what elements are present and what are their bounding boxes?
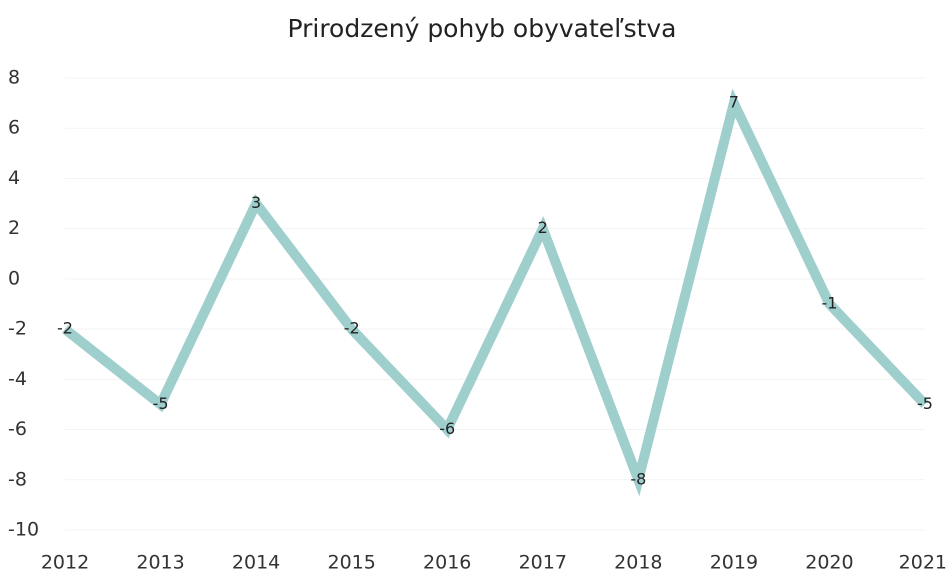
data-label: -5: [153, 394, 169, 413]
data-label: 3: [251, 193, 261, 212]
chart-title: Prirodzený pohyb obyvateľstva: [287, 14, 676, 43]
y-tick-label: 8: [8, 67, 20, 89]
y-tick-label: -10: [8, 519, 39, 541]
data-label: -8: [630, 469, 646, 488]
x-tick-label: 2018: [614, 552, 662, 574]
y-tick-label: -8: [8, 468, 27, 490]
data-label: 2: [538, 218, 548, 237]
x-tick-label: 2019: [710, 552, 758, 574]
data-label: -2: [344, 319, 360, 338]
y-tick-label: -2: [8, 318, 27, 340]
x-tick-label: 2020: [805, 552, 853, 574]
x-tick-label: 2013: [136, 552, 184, 574]
y-tick-label: -4: [8, 368, 27, 390]
y-tick-label: -6: [8, 418, 27, 440]
y-tick-label: 4: [8, 167, 20, 189]
data-label: -5: [917, 394, 933, 413]
y-tick-label: 0: [8, 267, 20, 289]
x-tick-label: 2016: [423, 552, 471, 574]
line: [61, 88, 929, 497]
data-label: -2: [57, 319, 73, 338]
y-tick-label: 6: [8, 117, 20, 139]
data-label: 7: [729, 93, 739, 112]
data-label: -1: [821, 294, 837, 313]
x-tick-label: 2017: [519, 552, 567, 574]
data-label: -6: [439, 419, 455, 438]
x-tick-label: 2012: [41, 552, 89, 574]
x-tick-label: 2021: [899, 552, 947, 574]
y-tick-label: 2: [8, 217, 20, 239]
x-tick-label: 2014: [232, 552, 280, 574]
x-tick-label: 2015: [327, 552, 375, 574]
